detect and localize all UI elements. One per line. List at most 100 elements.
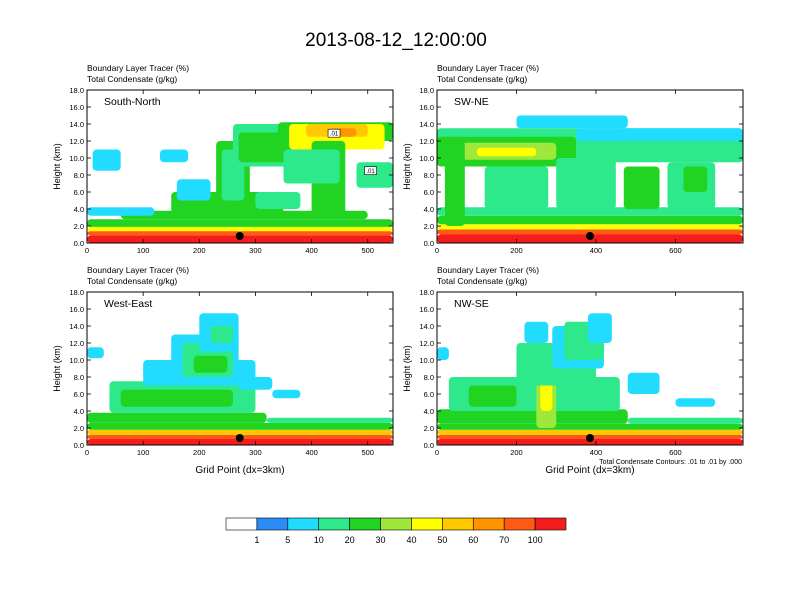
tracer-region: [87, 422, 393, 430]
tracer-region: [675, 398, 716, 407]
y-tick-label: 2.0: [424, 424, 434, 433]
y-tick-label: 14.0: [419, 120, 434, 129]
tracer-region: [87, 439, 393, 445]
x-tick-label: 200: [193, 246, 206, 255]
tracer-region: [437, 409, 628, 424]
series-label-tracer: Boundary Layer Tracer (%): [87, 265, 189, 275]
contour-label-box: [364, 166, 377, 175]
tracer-region: [437, 229, 743, 235]
tracer-region: [516, 115, 628, 129]
location-marker: [235, 434, 244, 442]
colorbar-swatch: [256, 517, 289, 531]
tracer-region: [272, 389, 301, 399]
tracer-region: [437, 439, 743, 445]
y-tick-label: 6.0: [424, 390, 434, 399]
y-tick-label: 12.0: [69, 339, 84, 348]
tracer-region: [437, 215, 743, 225]
panel-label: NW-SE: [454, 298, 489, 310]
colorbar-label: 30: [376, 535, 386, 545]
contour-label-box: [327, 128, 341, 138]
y-tick-label: 2.0: [74, 424, 84, 433]
y-tick-label: 16.0: [69, 305, 84, 314]
contour-label: .01: [366, 169, 375, 175]
x-tick-label: 0: [85, 448, 89, 457]
y-tick-label: 10.0: [419, 356, 434, 365]
colorbar-swatch: [318, 517, 350, 531]
y-tick-label: 2.0: [424, 222, 434, 231]
plot-frame: [436, 291, 744, 446]
y-tick-label: 10.0: [419, 154, 434, 163]
tracer-region: [476, 147, 537, 157]
plot-frame: [436, 89, 744, 244]
tracer-region: [87, 429, 393, 435]
tracer-region: [437, 347, 449, 360]
tracer-region: [193, 355, 228, 373]
colorbar-swatch: [287, 517, 320, 531]
tracer-region: [283, 149, 340, 184]
panel-west-east: 0.0 2.0 4.0 6.0 8.0 10.0 12.0 14.0 16.0 18.0 0 100 2…: [52, 265, 394, 476]
tracer-region: [238, 377, 273, 390]
tracer-region: [444, 141, 465, 226]
colorbar-swatch: [442, 517, 474, 531]
colorbar-label: 10: [314, 535, 324, 545]
colorbar-label: 100: [528, 535, 543, 545]
shaded-field: [437, 115, 743, 243]
y-tick-label: 6.0: [424, 188, 434, 197]
colorbar-swatch: [411, 517, 443, 531]
y-tick-label: 10.0: [69, 154, 84, 163]
tracer-region: [588, 313, 612, 343]
y-tick-label: 18.0: [419, 288, 434, 297]
x-tick-label: 0: [85, 246, 89, 255]
y-tick-label: 12.0: [419, 339, 434, 348]
figure-title: 2013-08-12_12:00:00: [305, 30, 487, 51]
x-tick-label: 400: [305, 448, 318, 457]
tracer-region: [120, 389, 233, 407]
location-marker: [586, 434, 594, 442]
colorbar-swatch: [380, 517, 412, 531]
plot-frame: [86, 291, 394, 446]
y-tick-label: 0.0: [424, 441, 434, 450]
tracer-region: [255, 192, 301, 209]
x-tick-label: 300: [249, 448, 262, 457]
y-tick-label: 14.0: [419, 322, 434, 331]
tracer-region: [437, 423, 743, 430]
contour-footnote: Total Condensate Contours: .01 to .01 by…: [599, 459, 742, 466]
y-tick-label: 16.0: [419, 103, 434, 112]
x-tick-label: 400: [590, 448, 603, 457]
series-label-condensate: Total Condensate (g/kg): [87, 74, 177, 84]
plot-frame: [86, 89, 394, 244]
y-tick-label: 16.0: [69, 103, 84, 112]
y-axis-label: Height (km): [402, 143, 412, 190]
y-axis-label: Height (km): [402, 345, 412, 392]
y-tick-label: 0.0: [74, 239, 84, 248]
tracer-region: [87, 412, 267, 423]
y-tick-label: 12.0: [419, 137, 434, 146]
tracer-region: [356, 162, 393, 188]
y-tick-label: 8.0: [74, 171, 84, 180]
tracer-region: [87, 207, 155, 216]
x-tick-label: 500: [361, 246, 374, 255]
tracer-region: [576, 128, 743, 141]
x-tick-label: 200: [510, 448, 523, 457]
tracer-region: [683, 166, 708, 192]
tracer-region: [437, 429, 743, 435]
y-tick-label: 18.0: [69, 86, 84, 95]
y-tick-label: 10.0: [69, 356, 84, 365]
x-tick-label: 100: [137, 448, 150, 457]
y-tick-label: 8.0: [424, 373, 434, 382]
y-tick-label: 8.0: [424, 171, 434, 180]
x-tick-label: 400: [590, 246, 603, 255]
colorbar-label: 5: [285, 535, 290, 545]
tracer-region: [87, 347, 104, 359]
y-axis-label: Height (km): [52, 345, 62, 392]
tracer-region: [556, 158, 616, 209]
tracer-region: [210, 326, 233, 343]
tracer-region: [623, 166, 660, 209]
colorbar-swatch: [225, 517, 258, 531]
panel-sw-ne: 0.0 2.0 4.0 6.0 8.0 10.0 12.0 14.0 16.0 18.0 0 200 4…: [402, 63, 744, 255]
colorbar-label: 70: [499, 535, 509, 545]
y-tick-label: 4.0: [424, 407, 434, 416]
colorbar-swatch: [349, 517, 381, 531]
shaded-field: [437, 313, 743, 445]
